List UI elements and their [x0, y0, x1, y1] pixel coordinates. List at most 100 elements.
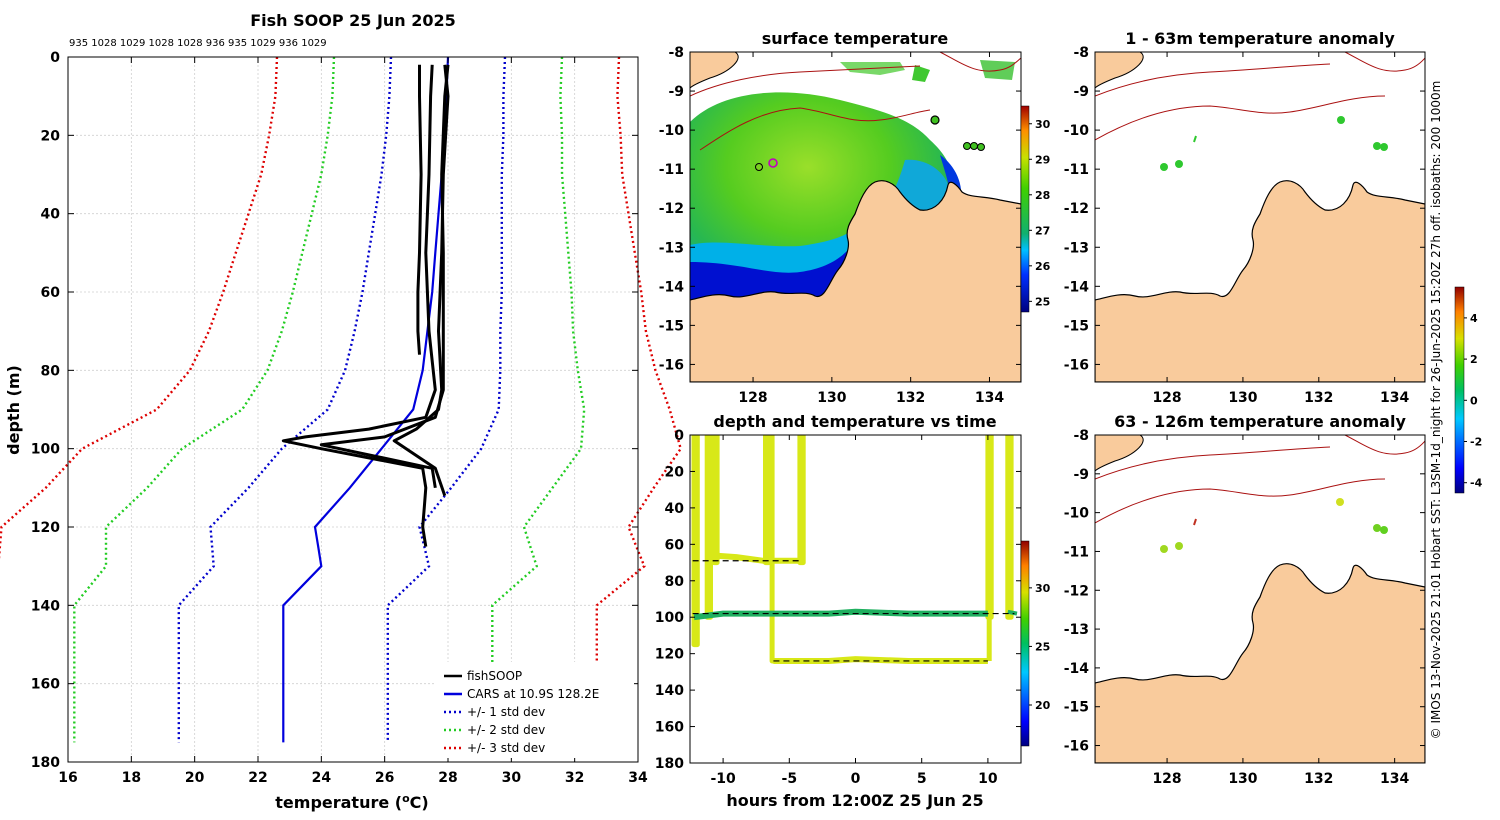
map-ytick-label: -12 — [1064, 583, 1089, 599]
ts-xtick-label: -5 — [782, 771, 798, 787]
legend-entry: +/- 2 std dev — [467, 723, 545, 737]
imos-credit-note: © IMOS 13-Nov-2025 21:01 Hobart SST: L3S… — [1429, 81, 1443, 740]
cars-plus-std3-line — [595, 56, 683, 743]
profile-panel: Fish SOOP 25 Jun 2025 935 1028 1029 1028… — [0, 11, 683, 812]
fishsoop-casts — [281, 64, 450, 547]
anomaly-top-ticks: 128 130 132 134 -8 -9 -10 -11 -12 -13 -14 -15 -16 — [1064, 45, 1425, 406]
anomaly-bottom-map — [1095, 435, 1425, 763]
profile-ytick-label: 20 — [41, 128, 61, 144]
cars-minus-std1-line — [177, 56, 393, 743]
anomaly-colorbar-tick-label: -2 — [1470, 436, 1482, 449]
ts-ytick-label: 80 — [665, 574, 685, 590]
map-xtick-label: 132 — [1304, 390, 1333, 406]
map-ytick-label: -10 — [1064, 506, 1090, 522]
ts-colorbar-tick-label: 20 — [1035, 699, 1051, 712]
map-ytick-label: -16 — [1064, 739, 1089, 755]
map-ytick-label: -13 — [1064, 240, 1089, 256]
profile-dive-mark — [763, 435, 772, 566]
cars-minus-std2-line — [73, 56, 336, 743]
timeseries-colorbar — [1020, 540, 1030, 747]
cars-reference-lines — [0, 56, 683, 743]
profile-ytick-label: 180 — [31, 755, 60, 771]
plateau-98m-mark — [1007, 609, 1018, 616]
ts-xtick-label: 10 — [978, 771, 998, 787]
profile-ytick-label: 160 — [31, 677, 60, 693]
anomaly-bottom-ticks: 128 130 132 134 -8 -9 -10 -11 -12 -13 -14 -15 -16 — [1064, 428, 1425, 787]
profile-ytick-label: 40 — [41, 207, 61, 223]
profile-ytick-label: 140 — [31, 598, 60, 614]
cars-plus-std1-line — [386, 56, 507, 743]
map-ytick-label: -10 — [659, 123, 685, 139]
profile-grid — [67, 56, 639, 763]
map-ytick-label: -16 — [659, 357, 684, 373]
map-ytick-label: -14 — [1064, 661, 1090, 677]
map-xtick-label: 130 — [817, 390, 846, 406]
ts-ytick-label: 0 — [674, 428, 684, 444]
profile-dive-mark — [691, 435, 700, 648]
timeseries-title: depth and temperature vs time — [713, 412, 996, 431]
ts-ytick-label: 140 — [655, 683, 684, 699]
map-ytick-label: -8 — [1073, 428, 1089, 444]
anomaly-bottom-title: 63 - 126m temperature anomaly — [1114, 412, 1406, 431]
map-xtick-label: 134 — [1380, 771, 1409, 787]
cars-plus-std2-line — [491, 56, 586, 743]
profile-ytick-label: 100 — [31, 442, 60, 458]
sst-colorbar-ticks: 25 26 27 28 29 30 — [1029, 118, 1051, 308]
map-ytick-label: -15 — [659, 318, 684, 334]
map-xtick-label: 134 — [1380, 390, 1409, 406]
profile-dive-mark — [769, 435, 775, 664]
anomaly-colorbar-tick-label: 2 — [1470, 353, 1478, 366]
sst-ticks: 128 130 132 134 -8 -9 -10 -11 -12 -13 -14 -15 -16 — [659, 45, 1021, 406]
map-ytick-label: -11 — [1064, 544, 1089, 560]
anomaly-bottom-axes-box — [1094, 434, 1426, 764]
sst-colorbar-tick-label: 30 — [1035, 118, 1051, 131]
anomaly-colorbar-tick-label: -4 — [1470, 477, 1483, 490]
ts-ytick-label: 40 — [665, 501, 685, 517]
profile-xtick-label: 18 — [122, 770, 141, 786]
cars-minus-std3-line — [0, 56, 279, 561]
profile-xtick-label: 32 — [565, 770, 584, 786]
plateau-98m-mark — [693, 608, 988, 621]
profile-legend: fishSOOP CARS at 10.9S 128.2E +/- 1 std de… — [436, 662, 634, 758]
timeseries-marks — [691, 435, 1018, 664]
anomaly-colorbar-tick-label: 0 — [1470, 394, 1478, 407]
ts-ytick-label: 180 — [655, 756, 684, 772]
map-ytick-label: -8 — [1073, 45, 1089, 61]
profile-ytick-label: 0 — [50, 50, 60, 66]
legend-box — [436, 662, 634, 758]
timeseries-axes-box — [689, 434, 1022, 764]
map-ytick-label: -13 — [659, 240, 684, 256]
profile-axes-box — [67, 56, 639, 763]
anomaly-top-title: 1 - 63m temperature anomaly — [1125, 29, 1395, 48]
anomaly-colorbar-ticks: 4 2 0 -2 -4 — [1464, 312, 1483, 490]
anomaly-colorbar — [1454, 286, 1465, 494]
profile-xtick-label: 24 — [312, 770, 332, 786]
anomaly-top-axes-box — [1094, 51, 1426, 383]
anomaly-top-panel: 1 - 63m temperature anomaly 128 130 132 134… — [1064, 29, 1426, 406]
profile-xlabel: temperature (oC) — [275, 792, 428, 812]
anomaly-bottom-panel: 63 - 126m temperature anomaly 128 130 132 1… — [1064, 286, 1483, 787]
ts-xtick-label: 5 — [917, 771, 927, 787]
sst-colorbar — [1020, 105, 1030, 313]
profile-xtick-label: 34 — [628, 770, 648, 786]
map-ytick-label: -13 — [1064, 622, 1089, 638]
map-xtick-label: 134 — [975, 390, 1004, 406]
map-xtick-label: 132 — [896, 390, 925, 406]
ts-xtick-label: 0 — [851, 771, 861, 787]
map-xtick-label: 128 — [1152, 771, 1181, 787]
sst-map — [690, 52, 1021, 382]
map-xtick-label: 130 — [1228, 771, 1257, 787]
profile-xtick-label: 22 — [248, 770, 267, 786]
sst-panel: surface temperature — [659, 29, 1051, 406]
timeseries-colorbar-ticks: 20 25 30 — [1029, 582, 1051, 712]
anomaly-colorbar-tick-label: 4 — [1470, 312, 1478, 325]
plateau-68m-mark — [709, 552, 803, 564]
sst-colorbar-tick-label: 29 — [1035, 153, 1050, 166]
profile-xtick-label: 30 — [502, 770, 522, 786]
map-ytick-label: -9 — [1073, 84, 1089, 100]
map-ytick-label: -16 — [1064, 357, 1089, 373]
profile-xtick-label: 28 — [438, 770, 457, 786]
map-ytick-label: -14 — [1064, 279, 1090, 295]
